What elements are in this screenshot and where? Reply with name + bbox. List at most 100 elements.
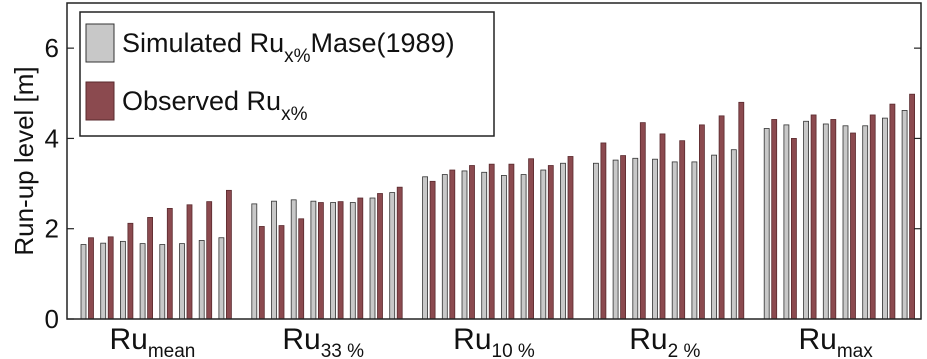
bar-simulated <box>560 162 566 320</box>
bar-simulated <box>100 242 107 320</box>
x-category-label: Rumax <box>798 323 873 359</box>
bar-simulated <box>198 240 205 320</box>
bar-observed <box>528 158 534 320</box>
bar-observed <box>469 165 475 320</box>
bar-observed <box>869 114 876 320</box>
bar-simulated <box>290 199 297 320</box>
bar-simulated <box>481 171 488 320</box>
bar-observed <box>429 180 436 320</box>
bar-observed <box>639 122 646 320</box>
y-axis-label: Run-up level [m] <box>9 66 39 255</box>
bar-simulated <box>422 176 429 320</box>
bar-observed <box>88 237 94 320</box>
bar-simulated <box>251 203 258 320</box>
bar-observed <box>147 217 154 320</box>
bar-simulated <box>593 162 599 320</box>
bar-simulated <box>540 169 547 320</box>
legend: Simulated Rux%Mase(1989) Observed Rux% <box>79 11 495 137</box>
bar-observed <box>679 140 686 320</box>
bar-observed <box>278 225 285 320</box>
bar-observed <box>317 202 324 320</box>
x-category-label: Rumean <box>109 323 195 359</box>
bar-observed <box>508 163 515 320</box>
bar-observed <box>186 204 193 320</box>
bar-observed <box>166 207 173 320</box>
bar-observed <box>889 103 896 320</box>
bar-simulated <box>783 124 790 320</box>
bar-simulated <box>271 200 277 320</box>
bar-observed <box>225 189 232 320</box>
bar-observed <box>396 186 403 320</box>
x-axis: Rumean Ru33 % Ru10 % Ru2 % Rumax <box>109 323 873 359</box>
bar-observed <box>206 201 213 320</box>
bar-simulated <box>179 243 185 320</box>
bar-observed <box>377 193 383 320</box>
bar-simulated <box>80 244 87 320</box>
x-category-label: Ru10 % <box>453 323 535 359</box>
legend-label-simulated: Simulated Rux%Mase(1989) <box>122 28 455 67</box>
x-category-label: Ru2 % <box>629 323 700 359</box>
y-tick-label: 6 <box>45 33 59 63</box>
legend-box <box>79 11 495 137</box>
bar-observed <box>771 119 778 320</box>
bar-simulated <box>520 174 527 320</box>
legend-swatch-observed <box>85 81 115 121</box>
bar-observed <box>600 142 607 320</box>
bar-observed <box>659 133 666 320</box>
y-tick-label: 0 <box>45 304 59 334</box>
bar-observed <box>850 132 856 320</box>
bar-simulated <box>441 174 448 320</box>
bar-observed <box>909 93 915 320</box>
bar-simulated <box>652 158 658 320</box>
bar-simulated <box>862 125 869 320</box>
bar-simulated <box>730 149 737 320</box>
bar-observed <box>488 163 495 320</box>
bar-simulated <box>461 170 468 320</box>
bar-observed <box>258 226 265 320</box>
bar-simulated <box>500 175 507 320</box>
bar-simulated <box>803 120 809 320</box>
bar-observed <box>810 114 817 320</box>
bar-observed <box>107 236 114 320</box>
bar-observed <box>337 201 344 320</box>
bar-observed <box>620 155 626 320</box>
bar-simulated <box>369 197 376 320</box>
y-tick-label: 2 <box>45 214 59 244</box>
bar-simulated <box>389 192 396 320</box>
bar-simulated <box>310 200 317 320</box>
y-axis: 0 2 4 6 <box>45 33 921 334</box>
x-category-label: Ru33 % <box>282 323 364 359</box>
bar-observed <box>298 218 305 320</box>
bar-simulated <box>842 125 849 320</box>
y-tick-label: 4 <box>45 123 59 153</box>
bar-simulated <box>882 117 888 320</box>
bar-observed <box>357 197 364 320</box>
bar-simulated <box>349 202 356 320</box>
bar-simulated <box>120 240 126 320</box>
bar-simulated <box>612 159 619 320</box>
bar-observed <box>127 222 134 320</box>
bar-observed <box>567 156 574 320</box>
bar-observed <box>791 138 797 320</box>
bar-observed <box>547 165 554 320</box>
bar-simulated <box>671 161 678 320</box>
bar-observed <box>738 101 745 320</box>
bar-observed <box>718 115 725 320</box>
bar-simulated <box>330 202 337 320</box>
bar-simulated <box>139 243 146 320</box>
bar-simulated <box>822 123 829 320</box>
plot-frame <box>66 2 922 320</box>
bar-simulated <box>218 237 225 320</box>
bar-simulated <box>901 110 908 320</box>
bar-simulated <box>711 154 717 320</box>
bar-simulated <box>159 244 166 320</box>
bar-observed <box>830 119 837 320</box>
bar-observed <box>699 124 705 320</box>
bar-observed <box>449 169 456 320</box>
legend-label-observed: Observed Rux% <box>122 86 308 125</box>
bar-simulated <box>632 157 639 320</box>
bar-simulated <box>691 161 698 320</box>
bar-simulated <box>763 128 770 320</box>
legend-swatch-simulated <box>85 23 115 63</box>
